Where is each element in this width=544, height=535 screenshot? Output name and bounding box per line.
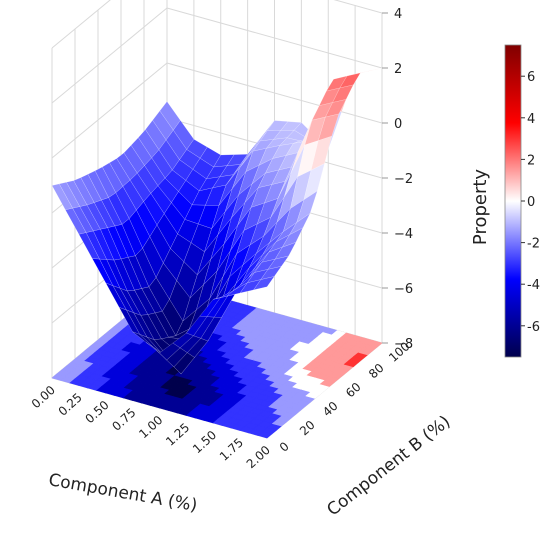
z-tick-label: −8: [394, 337, 413, 352]
x-tick-label: 1.00: [136, 413, 165, 441]
z-tick-label: −4: [394, 227, 413, 242]
z-tick-label: −6: [394, 282, 413, 297]
colorbar-tick-label: 0: [527, 195, 535, 210]
y-tick-label: 0: [277, 439, 292, 455]
x-tick-label: 0.75: [109, 405, 138, 433]
grid-line: [166, 7, 383, 69]
surface-mesh: [51, 67, 383, 375]
x-tick-label: 0.25: [56, 390, 85, 418]
y-tick-label: 40: [320, 399, 341, 420]
grid-line: [166, 62, 383, 124]
surface-facet: [303, 163, 325, 201]
z-tick-label: 2: [394, 62, 402, 77]
z-tick-label: −2: [394, 172, 413, 187]
colorbar-label: Property: [470, 169, 491, 246]
grid-line: [333, 0, 383, 14]
x-tick-label: 0.00: [29, 383, 58, 411]
surface-facet: [310, 135, 333, 171]
grid-line: [51, 7, 168, 104]
x-tick-label: 1.25: [163, 420, 192, 448]
x-tick-label: 1.75: [217, 435, 246, 463]
grid-line: [51, 62, 168, 159]
colorbar-tick-label: 4: [527, 112, 535, 127]
colorbar: 6 4 2 0 -2 -4 -6: [504, 44, 540, 358]
x-axis-label: Component A (%): [47, 470, 199, 516]
x-tick-label: 0.50: [82, 398, 111, 426]
y-tick-label: 20: [297, 418, 318, 439]
colorbar-tick-label: 2: [527, 153, 535, 168]
grid-line: [51, 0, 111, 49]
y-tick-label: 80: [366, 361, 387, 382]
colorbar-tick-label: 6: [527, 70, 535, 85]
surface-facet: [260, 265, 282, 280]
colorbar-gradient: [504, 44, 522, 358]
colorbar-tick-label: -4: [527, 278, 540, 293]
surface-facet: [267, 255, 290, 270]
surface-facet: [253, 276, 275, 291]
z-tick-label: 4: [394, 7, 402, 22]
surface-facet: [288, 212, 311, 236]
colorbar-tick-label: -6: [527, 320, 540, 335]
x-tick-label: 2.00: [244, 443, 273, 471]
colorbar-tick-label: -2: [527, 237, 540, 252]
y-axis-label: Component B (%): [323, 412, 454, 520]
z-tick-label: 0: [394, 117, 402, 132]
y-tick-label: 60: [343, 380, 364, 401]
surface-facet: [296, 190, 318, 224]
x-tick-label: 1.50: [190, 428, 219, 456]
